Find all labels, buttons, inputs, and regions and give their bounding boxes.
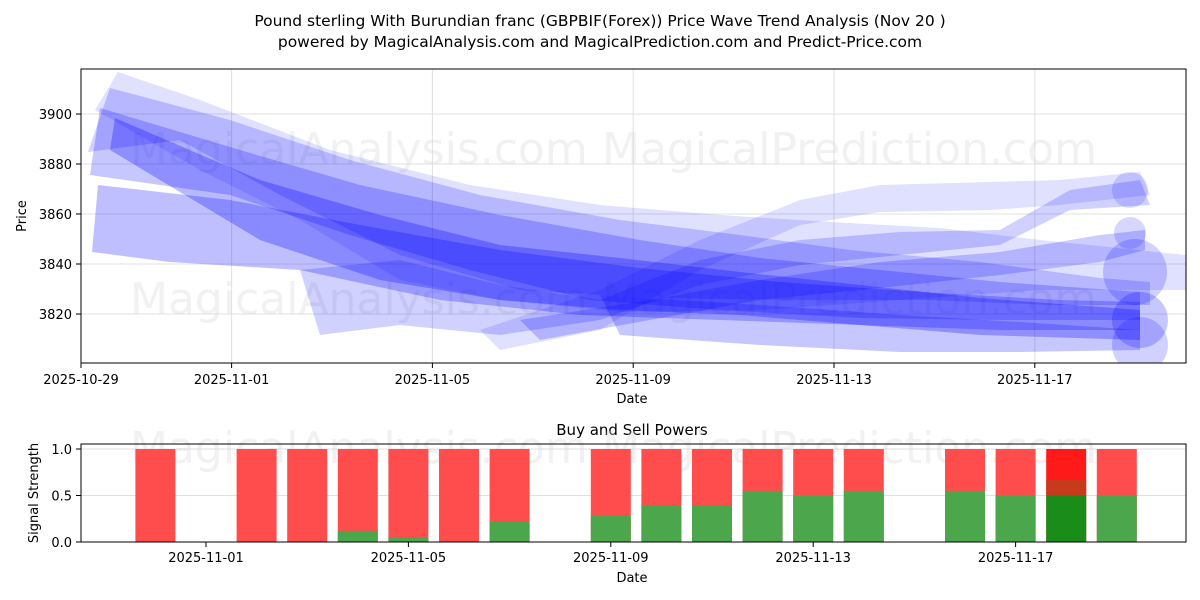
y-tick-label: 0.0 bbox=[51, 536, 72, 551]
buy-sell-chart: Buy and Sell Powers MagicalAnalysis.com … bbox=[27, 421, 1186, 586]
sell-bar-overlap bbox=[1046, 480, 1086, 496]
chart-canvas: MagicalAnalysis.com MagicalPrediction.co… bbox=[0, 0, 1200, 600]
y-tick-label: 3840 bbox=[39, 258, 72, 273]
buy-bar bbox=[844, 491, 884, 542]
buy-sell-y-axis: 0.0 0.5 1.0 bbox=[51, 443, 81, 551]
price-chart: MagicalAnalysis.com MagicalPrediction.co… bbox=[15, 69, 1186, 407]
y-tick-label: 3820 bbox=[39, 308, 72, 323]
buy-bar bbox=[793, 496, 833, 543]
x-tick-label: 2025-11-09 bbox=[573, 551, 649, 566]
y-tick-label: 3880 bbox=[39, 158, 72, 173]
price-x-label: Date bbox=[616, 392, 647, 407]
x-tick-label: 2025-11-05 bbox=[371, 551, 447, 566]
wave-band-end bbox=[1112, 172, 1148, 208]
y-tick-label: 1.0 bbox=[51, 443, 72, 458]
x-tick-label: 2025-11-17 bbox=[978, 551, 1054, 566]
buy-bar bbox=[641, 506, 681, 542]
x-tick-label: 2025-10-29 bbox=[43, 373, 119, 388]
y-tick-label: 3860 bbox=[39, 208, 72, 223]
x-tick-label: 2025-11-17 bbox=[997, 373, 1073, 388]
buy-bar bbox=[692, 506, 732, 542]
price-y-axis: 3820 3840 3860 3880 3900 bbox=[39, 108, 81, 323]
buy-bar bbox=[591, 516, 631, 542]
buy-sell-x-axis: 2025-11-01 2025-11-05 2025-11-09 2025-11-13… bbox=[168, 542, 1053, 566]
wave-band-end bbox=[1114, 217, 1146, 249]
sell-bar bbox=[388, 449, 428, 542]
buy-bar bbox=[945, 491, 985, 542]
x-tick-label: 2025-11-05 bbox=[395, 373, 471, 388]
x-tick-label: 2025-11-13 bbox=[796, 373, 872, 388]
sell-bar bbox=[237, 449, 277, 542]
wave-band-end bbox=[1112, 317, 1168, 373]
buy-bar bbox=[338, 531, 378, 542]
sell-bar bbox=[338, 449, 378, 542]
y-tick-label: 0.5 bbox=[51, 490, 72, 505]
wave-bands bbox=[88, 72, 1186, 373]
buy-sell-x-label: Date bbox=[616, 571, 647, 586]
sell-bar bbox=[287, 449, 327, 542]
buy-bar bbox=[996, 496, 1036, 543]
buy-bar bbox=[1097, 496, 1137, 543]
buy-sell-y-label: Signal Strength bbox=[27, 443, 42, 543]
sell-bar bbox=[439, 449, 479, 542]
x-tick-label: 2025-11-13 bbox=[775, 551, 851, 566]
y-tick-label: 3900 bbox=[39, 108, 72, 123]
sell-bar bbox=[135, 449, 175, 542]
buy-bar bbox=[743, 491, 783, 542]
watermark-text: MagicalPrediction.com bbox=[602, 124, 1097, 175]
buy-bar bbox=[388, 537, 428, 542]
buy-bar bbox=[1046, 496, 1086, 543]
x-tick-label: 2025-11-01 bbox=[168, 551, 244, 566]
buy-bar bbox=[490, 522, 530, 542]
price-x-axis: 2025-10-29 2025-11-01 2025-11-05 2025-11-09… bbox=[43, 363, 1072, 388]
price-y-label: Price bbox=[15, 200, 30, 232]
x-tick-label: 2025-11-01 bbox=[194, 373, 270, 388]
x-tick-label: 2025-11-09 bbox=[595, 373, 671, 388]
